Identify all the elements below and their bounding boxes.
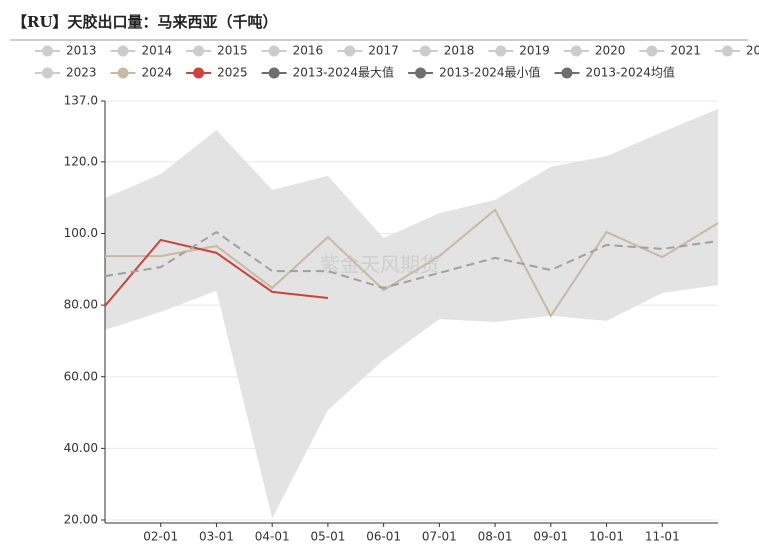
legend-swatch (193, 45, 205, 57)
x-tick-label: 05-01 (310, 530, 345, 544)
y-tick-label: 60.00 (64, 369, 98, 383)
legend-swatch (495, 45, 507, 57)
x-tick-label: 02-01 (143, 530, 178, 544)
x-tick-label: 09-01 (533, 530, 568, 544)
chart-title: 【RU】天胶出口量：马来西亚（千吨） (12, 13, 278, 31)
legend-label: 2022 (746, 44, 759, 58)
legend-label: 2021 (670, 44, 701, 58)
legend-swatch (42, 67, 53, 79)
x-tick-label: 06-01 (366, 530, 401, 544)
legend-swatch (193, 67, 205, 79)
legend-label: 2023 (66, 66, 97, 80)
legend: 2013 2014 2015 2016 2017 2018 2019 2020 2021 2022… (35, 44, 759, 80)
legend-label: 2015 (217, 44, 248, 58)
legend-label: 2025 (217, 66, 248, 80)
legend-swatch (117, 45, 129, 57)
legend-swatch (419, 45, 431, 57)
legend-label: 2013-2024最小值 (439, 65, 540, 80)
legend-label: 2018 (444, 44, 475, 58)
x-tick-label: 04-01 (255, 530, 290, 544)
x-tick-label: 03-01 (199, 530, 234, 544)
legend-label: 2013-2024均值 (585, 65, 674, 80)
y-tick-label: 120.0 (64, 154, 98, 168)
legend-label: 2014 (142, 44, 173, 58)
y-tick-label: 137.0 (64, 94, 98, 108)
legend-swatch (646, 45, 658, 57)
legend-swatch (344, 45, 356, 57)
legend-label: 2016 (293, 44, 324, 58)
y-tick-label: 40.00 (64, 441, 98, 455)
legend-label: 2013 (66, 44, 97, 58)
y-tick-label: 100.0 (64, 226, 98, 240)
x-tick-label: 07-01 (422, 530, 457, 544)
legend-swatch (570, 45, 582, 57)
legend-swatch (117, 67, 129, 79)
legend-swatch (721, 45, 733, 57)
x-tick-label: 10-01 (589, 530, 624, 544)
legend-swatch (42, 45, 53, 57)
legend-label: 2020 (595, 44, 626, 58)
x-tick-label: 11-01 (645, 530, 680, 544)
range-band (105, 108, 718, 519)
legend-swatch (561, 67, 573, 79)
legend-label: 2024 (142, 66, 173, 80)
y-tick-label: 20.00 (64, 513, 98, 527)
plot-area: 20.00 40.00 60.00 80.00 100.0 120.0 137.0 紫金天风期… (64, 94, 719, 544)
x-tick-label: 08-01 (478, 530, 513, 544)
legend-label: 2013-2024最大值 (293, 65, 394, 80)
watermark: 紫金天风期货 (320, 253, 440, 277)
legend-label: 2019 (519, 44, 550, 58)
legend-swatch (415, 67, 427, 79)
series-line (105, 208, 719, 318)
legend-swatch (268, 45, 280, 57)
legend-swatch (268, 67, 280, 79)
legend-label: 2017 (368, 44, 399, 58)
series-line (104, 230, 719, 289)
series-line (104, 238, 329, 307)
y-tick-label: 80.00 (64, 298, 98, 312)
